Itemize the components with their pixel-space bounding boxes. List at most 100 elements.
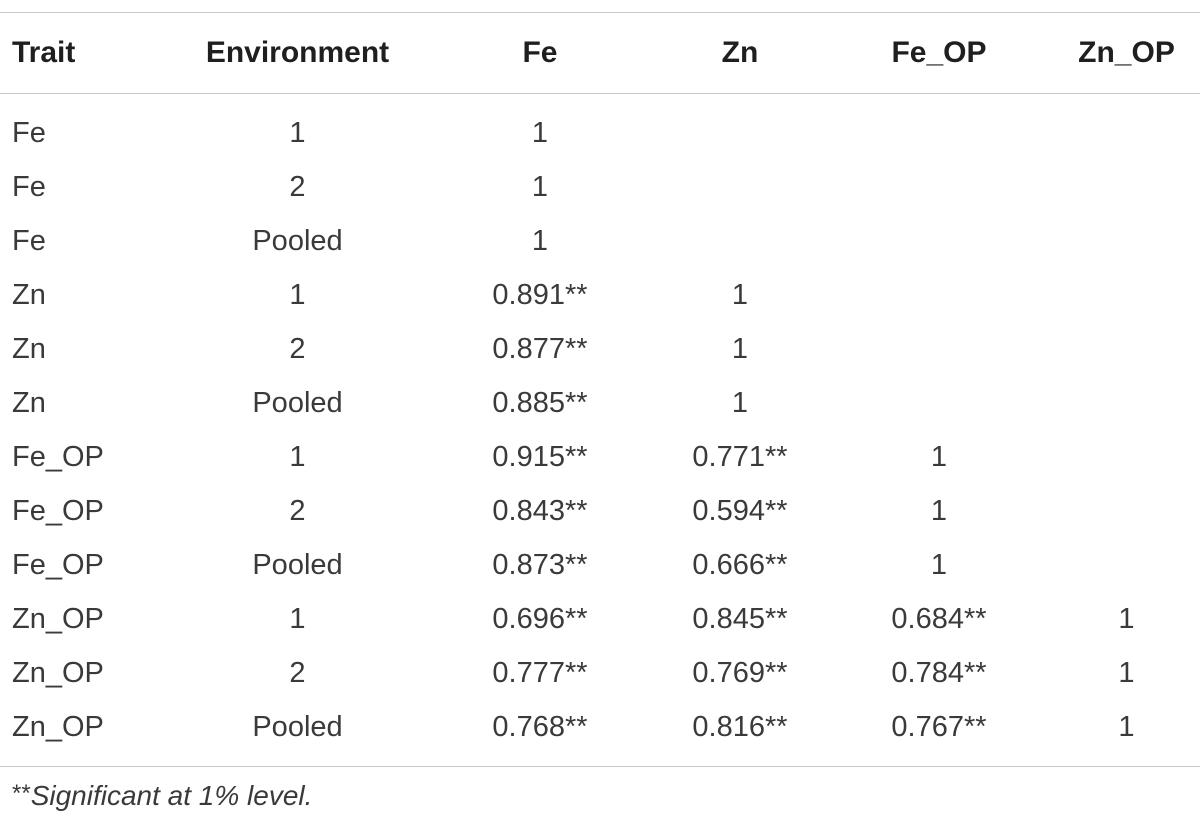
cell-fe: 0.777** <box>492 656 588 689</box>
cell-fe-op <box>825 268 1053 322</box>
cell-fe-op: 0.784** <box>891 656 987 689</box>
correlation-table-body: Fe 1 1 Fe 2 1 Fe Pooled 1 Zn 1 0.891** 1 Zn 2 0.877** 1 Z… <box>0 94 1200 754</box>
cell-trait: Fe_OP <box>12 440 104 473</box>
cell-zn: 1 <box>731 386 749 419</box>
table-row: Fe_OP 2 0.843** 0.594** 1 <box>0 484 1200 538</box>
cell-zn: 0.769** <box>692 656 788 689</box>
cell-environment: 2 <box>289 332 306 365</box>
table-row: Zn_OP 1 0.696** 0.845** 0.684** 1 <box>0 592 1200 646</box>
cell-trait: Fe <box>12 116 46 149</box>
cell-fe: 0.768** <box>492 710 588 743</box>
cell-trait: Fe_OP <box>12 548 104 581</box>
cell-zn <box>655 160 825 214</box>
cell-environment: 1 <box>289 602 306 635</box>
cell-zn: 0.816** <box>692 710 788 743</box>
cell-fe: 0.891** <box>492 278 588 311</box>
cell-zn: 0.666** <box>692 548 788 581</box>
cell-fe-op: 0.684** <box>891 602 987 635</box>
cell-fe: 0.915** <box>492 440 588 473</box>
cell-fe-op: 1 <box>930 548 948 581</box>
header-row: Trait Environment Fe Zn Fe_OP Zn_OP <box>0 13 1200 93</box>
table-row: Fe Pooled 1 <box>0 214 1200 268</box>
cell-zn: 0.771** <box>692 440 788 473</box>
cell-environment: 2 <box>289 170 306 203</box>
cell-zn: 1 <box>731 332 749 365</box>
footnote-mark: ** <box>12 780 31 807</box>
cell-environment: Pooled <box>252 548 343 581</box>
cell-fe-op <box>825 160 1053 214</box>
table-row: Fe 1 1 <box>0 106 1200 160</box>
header-zn-op: Zn_OP <box>1078 36 1175 69</box>
cell-fe: 0.843** <box>492 494 588 527</box>
cell-fe: 1 <box>531 224 549 257</box>
cell-zn: 0.845** <box>692 602 788 635</box>
cell-fe-op: 1 <box>930 440 948 473</box>
cell-zn: 1 <box>731 278 749 311</box>
table-row: Fe 2 1 <box>0 160 1200 214</box>
cell-zn-op <box>1053 268 1200 322</box>
cell-zn-op <box>1053 214 1200 268</box>
cell-trait: Fe <box>12 224 46 257</box>
cell-zn-op <box>1053 484 1200 538</box>
correlation-table-container: Trait Environment Fe Zn Fe_OP Zn_OP Fe 1 1… <box>0 12 1200 767</box>
header-environment: Environment <box>205 36 390 69</box>
cell-fe: 0.696** <box>492 602 588 635</box>
cell-zn-op <box>1053 160 1200 214</box>
cell-zn-op <box>1053 376 1200 430</box>
cell-zn-op: 1 <box>1118 710 1135 743</box>
cell-zn: 0.594** <box>692 494 788 527</box>
cell-zn-op: 1 <box>1118 656 1135 689</box>
cell-trait: Zn <box>12 332 46 365</box>
cell-environment: Pooled <box>252 710 343 743</box>
table-row: Zn_OP 2 0.777** 0.769** 0.784** 1 <box>0 646 1200 700</box>
cell-environment: 1 <box>289 116 306 149</box>
table-row: Fe_OP 1 0.915** 0.771** 1 <box>0 430 1200 484</box>
cell-fe-op: 0.767** <box>891 710 987 743</box>
correlation-table: Trait Environment Fe Zn Fe_OP Zn_OP <box>0 13 1200 93</box>
footnote-text: Significant at 1% level. <box>30 780 313 811</box>
cell-fe-op <box>825 322 1053 376</box>
cell-fe-op: 1 <box>930 494 948 527</box>
cell-environment: Pooled <box>252 224 343 257</box>
cell-trait: Fe_OP <box>12 494 104 527</box>
table-row: Zn Pooled 0.885** 1 <box>0 376 1200 430</box>
cell-zn <box>655 214 825 268</box>
header-rule <box>0 93 1200 94</box>
cell-environment: 2 <box>289 656 306 689</box>
cell-fe-op <box>825 376 1053 430</box>
cell-fe: 1 <box>531 170 549 203</box>
header-zn: Zn <box>721 36 759 69</box>
header-trait: Trait <box>12 36 76 69</box>
cell-environment: 1 <box>289 278 306 311</box>
cell-fe: 1 <box>531 116 549 149</box>
cell-fe: 0.885** <box>492 386 588 419</box>
cell-zn-op <box>1053 322 1200 376</box>
header-fe: Fe <box>522 36 558 69</box>
cell-trait: Zn_OP <box>12 656 104 689</box>
cell-trait: Zn_OP <box>12 710 104 743</box>
cell-trait: Zn <box>12 278 46 311</box>
cell-environment: 2 <box>289 494 306 527</box>
cell-fe: 0.877** <box>492 332 588 365</box>
table-row: Fe_OP Pooled 0.873** 0.666** 1 <box>0 538 1200 592</box>
cell-fe-op <box>825 106 1053 160</box>
top-rule <box>0 12 1200 13</box>
cell-environment: 1 <box>289 440 306 473</box>
cell-fe-op <box>825 214 1053 268</box>
cell-fe: 0.873** <box>492 548 588 581</box>
bottom-rule <box>0 766 1200 767</box>
cell-trait: Zn_OP <box>12 602 104 635</box>
table-row: Zn 2 0.877** 1 <box>0 322 1200 376</box>
table-row: Zn 1 0.891** 1 <box>0 268 1200 322</box>
cell-zn-op <box>1053 106 1200 160</box>
cell-trait: Zn <box>12 386 46 419</box>
cell-environment: Pooled <box>252 386 343 419</box>
cell-zn-op: 1 <box>1118 602 1135 635</box>
cell-zn-op <box>1053 430 1200 484</box>
header-fe-op: Fe_OP <box>891 36 987 69</box>
cell-trait: Fe <box>12 170 46 203</box>
cell-zn <box>655 106 825 160</box>
cell-zn-op <box>1053 538 1200 592</box>
table-row: Zn_OP Pooled 0.768** 0.816** 0.767** 1 <box>0 700 1200 754</box>
footnote: **Significant at 1% level. <box>12 780 312 812</box>
